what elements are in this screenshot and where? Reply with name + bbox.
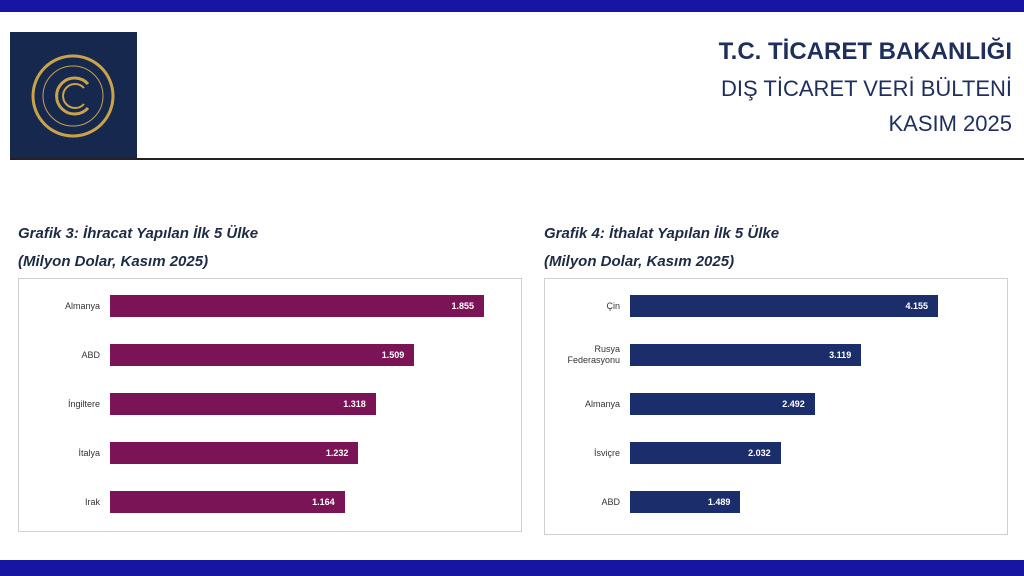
bar: 2.032 xyxy=(630,442,781,464)
chart-subtitle: (Milyon Dolar, Kasım 2025) xyxy=(18,253,209,270)
bar: 1.509 xyxy=(110,344,415,366)
bar: 2.492 xyxy=(630,393,815,415)
bar: 3.119 xyxy=(630,344,862,366)
bar: 1.164 xyxy=(110,491,345,513)
value-label: 3.119 xyxy=(829,350,852,360)
y-tick-label: Almanya xyxy=(584,398,620,409)
y-tick-label: İtalya xyxy=(78,447,100,458)
value-label: 1.855 xyxy=(451,301,474,311)
y-tick-label: ABD xyxy=(81,349,100,360)
value-label: 1.509 xyxy=(381,350,405,360)
y-tick-label: İngiltere xyxy=(67,398,100,409)
value-label: 2.032 xyxy=(748,448,771,458)
bottom-band xyxy=(0,560,1024,576)
chart-box: Çin 4.155 Rusya Federasyonu 3.119 Almanya 2.4… xyxy=(544,278,1008,535)
chart-title: Grafik 4: İthalat Yapılan İlk 5 Ülke xyxy=(544,225,780,242)
value-label: 2.492 xyxy=(782,399,805,409)
value-label: 1.489 xyxy=(707,497,731,507)
bar: 1.318 xyxy=(110,393,376,415)
value-label: 1.318 xyxy=(343,399,366,409)
y-tick-label: İsviçre xyxy=(593,447,620,458)
y-tick-label: Çin xyxy=(606,300,620,311)
y-tick-label: Almanya xyxy=(64,300,100,311)
y-tick-label: Rusya Federasyonu xyxy=(567,344,620,365)
header-date: KASIM 2025 xyxy=(888,111,1012,136)
header-subtitle: DIŞ TİCARET VERİ BÜLTENİ xyxy=(721,76,1012,101)
chart-title: Grafik 3: İhracat Yapılan İlk 5 Ülke xyxy=(18,225,259,242)
header-rule xyxy=(10,158,1024,160)
value-label: 1.232 xyxy=(325,448,349,458)
header-title: T.C. TİCARET BAKANLIĞI xyxy=(718,38,1012,65)
bar: 1.232 xyxy=(110,442,359,464)
chart-subtitle: (Milyon Dolar, Kasım 2025) xyxy=(544,253,735,270)
bar: 4.155 xyxy=(630,295,938,317)
top-band xyxy=(0,0,1024,12)
y-tick-label: ABD xyxy=(601,496,620,507)
y-tick-label: Irak xyxy=(84,496,100,507)
value-label: 1.164 xyxy=(312,497,335,507)
value-label: 4.155 xyxy=(905,301,928,311)
logo xyxy=(10,32,137,160)
bar: 1.489 xyxy=(630,491,741,513)
logo-emblem xyxy=(31,54,115,138)
chart-box: Almanya 1.855 ABD 1.509 İngiltere 1.318 İtalya… xyxy=(18,278,522,532)
bar: 1.855 xyxy=(110,295,484,317)
